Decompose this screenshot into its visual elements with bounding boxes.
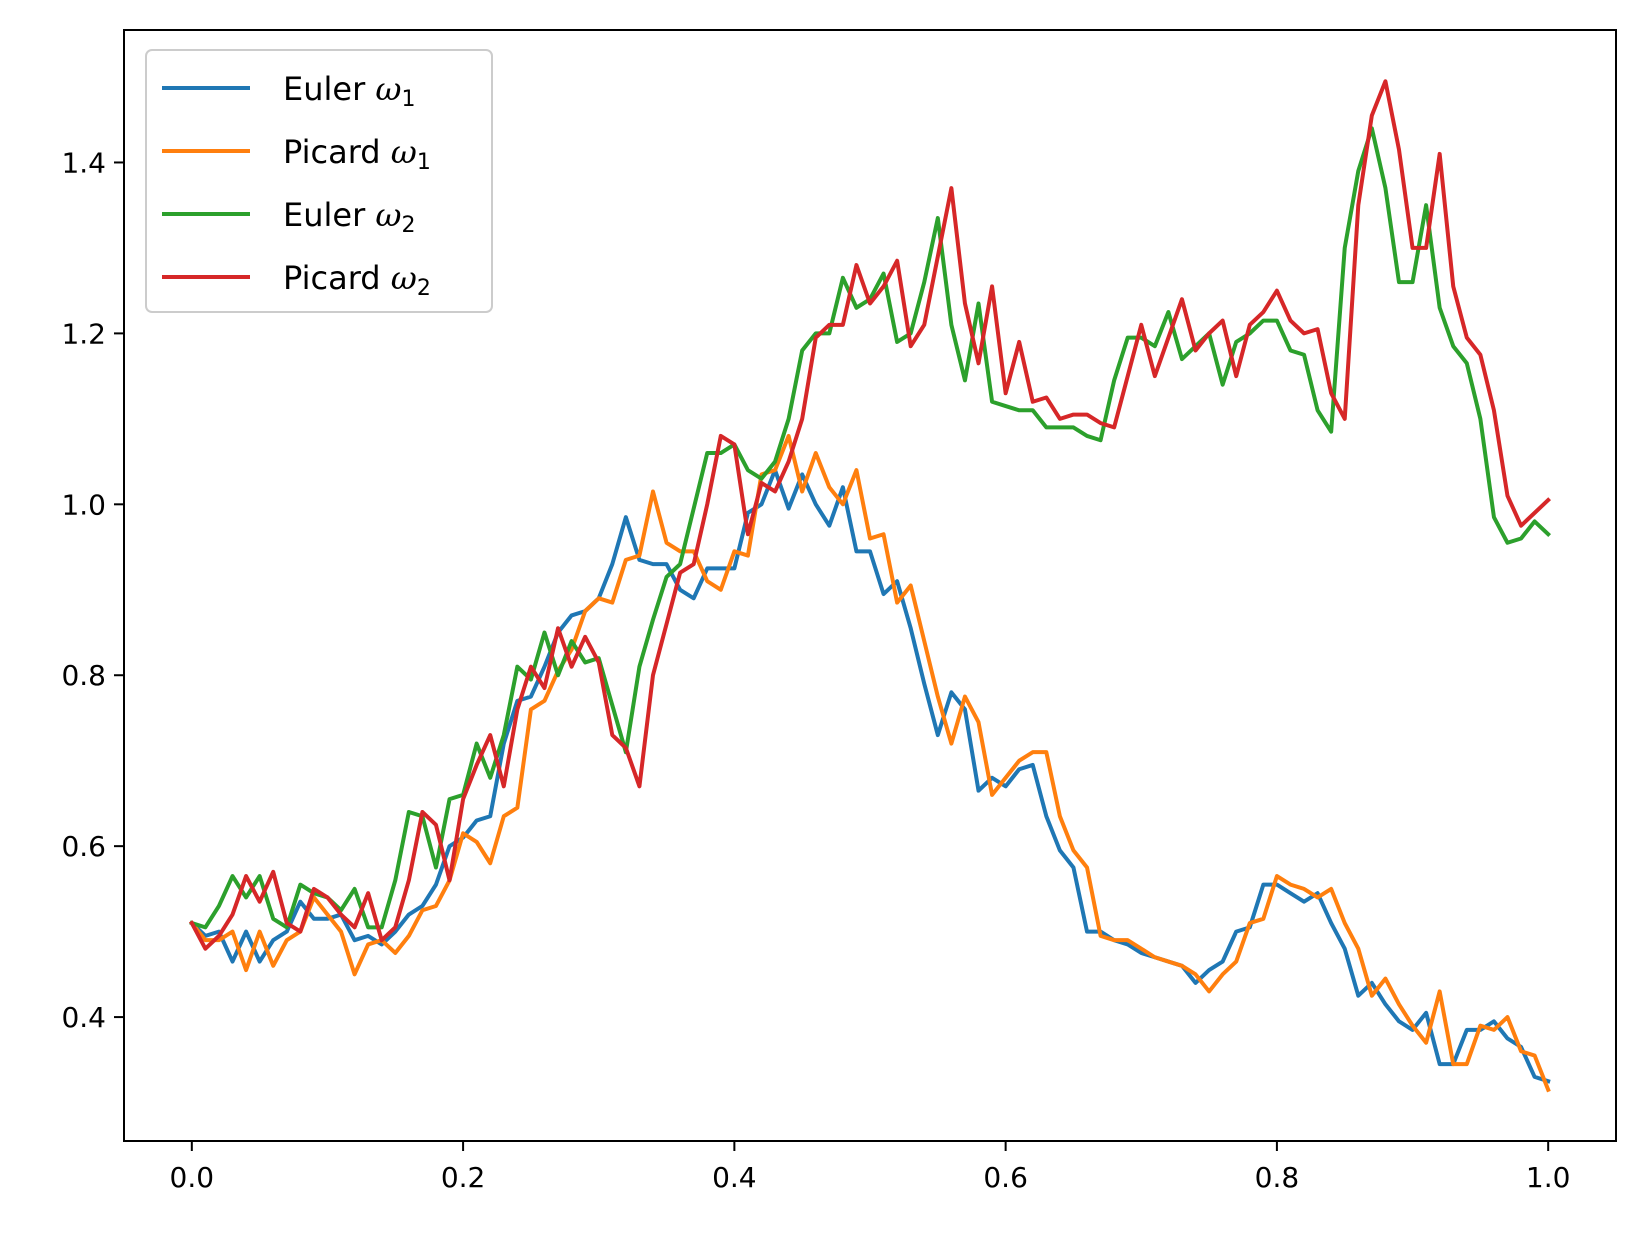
y-tick-label: 1.2 <box>61 317 106 350</box>
y-tick-label: 1.4 <box>61 146 106 179</box>
legend-label: Picard ω2 <box>283 259 431 301</box>
x-tick-label: 0.4 <box>712 1161 757 1194</box>
y-tick-label: 0.4 <box>61 1001 106 1034</box>
x-tick-label: 0.8 <box>1255 1161 1300 1194</box>
legend-label: Euler ω2 <box>283 196 416 238</box>
legend-label: Euler ω1 <box>283 70 416 112</box>
legend-entry: Picard ω1 <box>162 133 431 175</box>
series-layer <box>188 79 1552 1093</box>
x-tick-label: 1.0 <box>1526 1161 1571 1194</box>
y-tick-label: 0.6 <box>61 830 106 863</box>
x-tick-label: 0.6 <box>983 1161 1028 1194</box>
legend-label: Picard ω1 <box>283 133 431 175</box>
plot-area-frame <box>123 29 1617 1142</box>
y-tick-label: 0.8 <box>61 659 106 692</box>
legend-entry: Euler ω2 <box>162 196 416 238</box>
series-line-picard-2 <box>189 79 1552 951</box>
series-line-euler-1 <box>188 468 1551 1084</box>
legend: Euler ω1 Picard ω1 Euler ω2 Picard ω2 <box>145 49 493 313</box>
legend-entry: Euler ω1 <box>162 70 416 112</box>
y-axis: 0.4 0.6 0.8 1.0 1.2 1.4 <box>61 146 124 1034</box>
legend-box <box>145 49 493 313</box>
legend-entry: Picard ω2 <box>162 259 431 301</box>
series-line-picard-1 <box>189 433 1551 1093</box>
y-tick-label: 1.0 <box>61 488 106 521</box>
x-axis: 0.0 0.2 0.4 0.6 0.8 1.0 <box>170 1141 1571 1194</box>
x-tick-label: 0.2 <box>441 1161 486 1194</box>
x-tick-label: 0.0 <box>170 1161 215 1194</box>
